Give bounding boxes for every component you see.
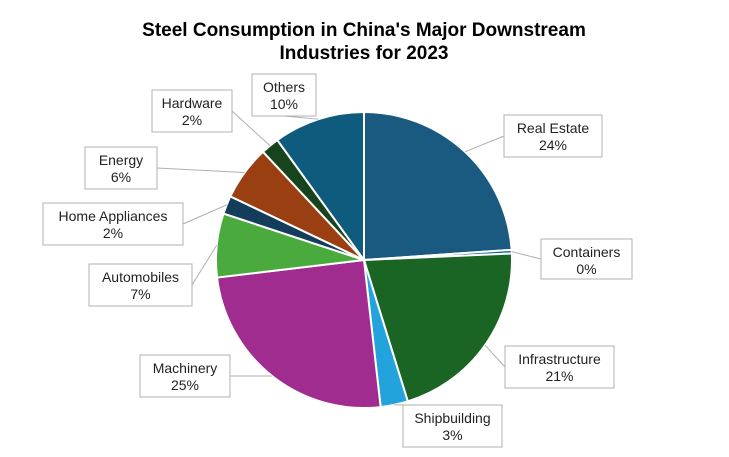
slice-label-box — [402, 404, 503, 448]
slice-label-box — [88, 263, 193, 307]
pie-slice-real-estate — [363, 110, 513, 262]
slice-value-label: 24% — [539, 137, 567, 153]
slice-category-label: Machinery — [153, 360, 218, 376]
slice-value-label: 25% — [171, 377, 199, 393]
slice-category-label: Energy — [99, 152, 143, 168]
chart-title-line-1: Steel Consumption in China's Major Downs… — [142, 20, 586, 41]
slice-value-label: 10% — [270, 96, 298, 112]
leader-line-energy — [156, 167, 245, 174]
leader-line-real-estate — [464, 135, 505, 153]
slice-value-label: 7% — [130, 286, 150, 302]
slice-value-label: 21% — [545, 368, 573, 384]
pie-slices — [215, 110, 513, 409]
slice-category-label: Hardware — [162, 95, 223, 111]
slice-value-label: 3% — [442, 427, 462, 443]
pie-slice-others — [275, 110, 365, 264]
slice-category-label: Real Estate — [517, 120, 590, 136]
slice-value-label: 0% — [576, 261, 596, 277]
leader-line-others — [283, 115, 319, 120]
slice-category-label: Containers — [553, 244, 621, 260]
slice-value-label: 2% — [182, 112, 202, 128]
leader-line-containers — [511, 251, 542, 260]
slice-category-label: Shipbuilding — [414, 410, 490, 426]
slice-label-box — [540, 238, 633, 280]
slice-label-box — [42, 202, 184, 246]
slice-label-box — [503, 114, 603, 158]
slice-label-box — [151, 89, 233, 133]
slice-label-box — [504, 345, 615, 389]
chart-title-line-2: Industries for 2023 — [280, 43, 449, 64]
slice-label-box — [139, 354, 231, 398]
slice-category-label: Others — [263, 79, 305, 95]
slice-label-box — [84, 146, 158, 190]
leader-line-home-appliances — [182, 204, 227, 225]
leader-line-hardware — [231, 110, 271, 147]
slice-value-label: 6% — [111, 169, 131, 185]
leader-line-automobiles — [191, 244, 218, 286]
slice-label-box — [251, 73, 317, 117]
label-leader-lines — [156, 110, 542, 406]
slice-category-label: Automobiles — [102, 269, 179, 285]
pie-slice-machinery — [215, 258, 382, 409]
slice-category-label: Infrastructure — [518, 351, 601, 367]
slice-value-label: 2% — [103, 225, 123, 241]
slice-category-label: Home Appliances — [59, 208, 168, 224]
leader-line-infrastructure — [484, 344, 506, 368]
